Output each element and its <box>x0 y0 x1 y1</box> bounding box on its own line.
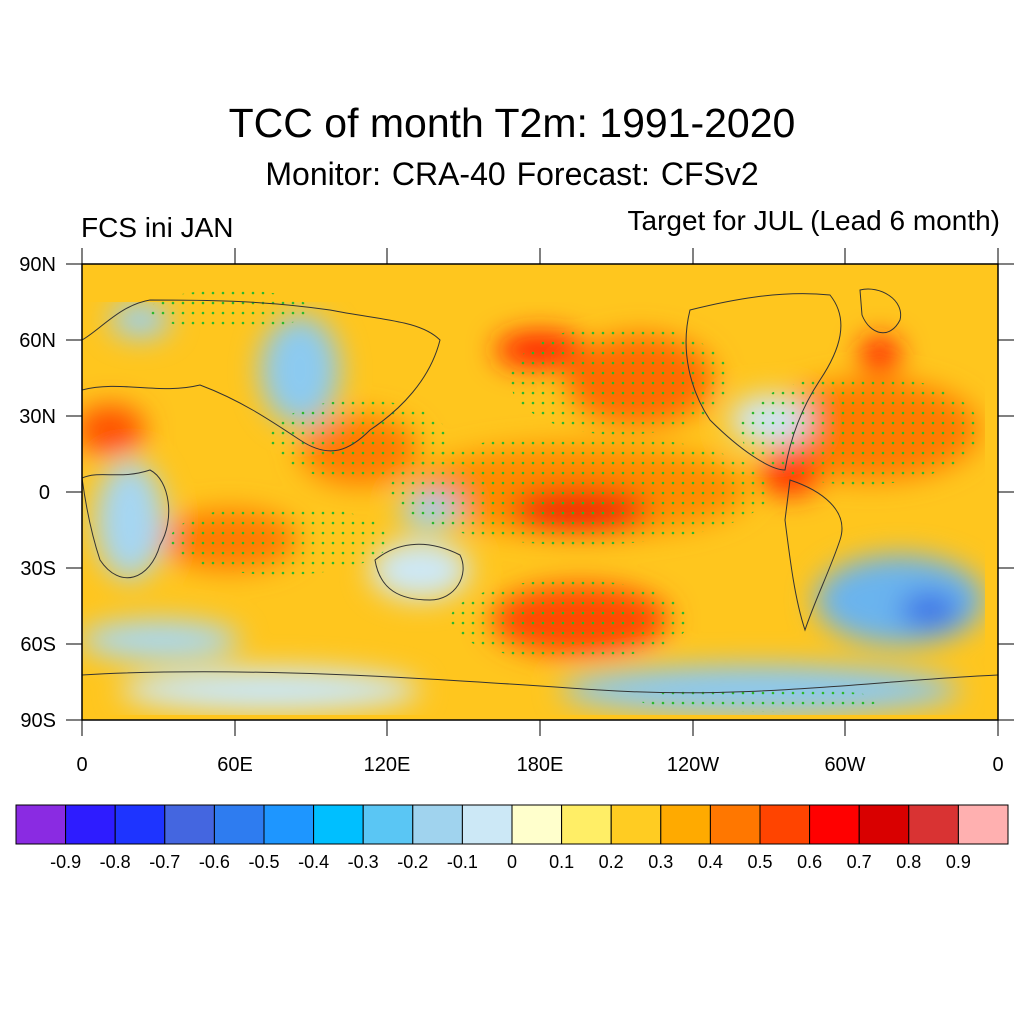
colorbar-swatch <box>759 804 811 845</box>
dots-north-atlantic <box>740 375 980 485</box>
colorbar-label: -0.2 <box>397 852 429 872</box>
dots-indian-ocean <box>170 505 390 575</box>
colorbar-swatch <box>709 804 761 845</box>
field-south-atlantic <box>815 555 985 645</box>
lon-label-0: 0 <box>76 754 87 776</box>
init-label: FCS ini JAN <box>81 212 234 243</box>
colorbar-label: 0.3 <box>648 852 674 872</box>
field-sahara <box>82 405 145 455</box>
colorbar-label: -0.4 <box>298 852 330 872</box>
colorbar-swatch <box>908 804 959 845</box>
colorbar-swatch <box>263 804 315 845</box>
colorbar-label: 0 <box>506 852 518 872</box>
colorbar-swatch <box>610 804 662 845</box>
field-africa <box>95 460 165 580</box>
colorbar-swatch <box>164 804 215 845</box>
colorbar-swatch <box>561 804 612 845</box>
colorbar-swatch <box>660 804 711 845</box>
colorbar-swatch <box>957 804 1009 845</box>
colorbar-label: 0.5 <box>747 852 773 872</box>
lat-label-30n: 30N <box>19 406 56 428</box>
lat-label-90n: 90N <box>19 254 56 276</box>
colorbar-label: 0.1 <box>549 852 575 872</box>
field-antarctic-east <box>120 668 420 712</box>
coast-greenland <box>859 288 902 334</box>
colorbar-swatch <box>362 804 414 845</box>
dots-antarctic <box>640 688 880 712</box>
field-southern-indian <box>82 620 240 660</box>
target-label: Target for JUL (Lead 6 month) <box>627 205 1000 236</box>
chart-subtitle: Monitor: CRA-40 Forecast: CFSv2 <box>265 156 759 192</box>
colorbar-label: 0.6 <box>797 852 823 872</box>
lon-tick-marks <box>81 248 999 736</box>
chart-title: TCC of month T2m: 1991-2020 <box>228 100 796 146</box>
coast-south-america <box>784 479 843 632</box>
colorbar-swatch <box>511 804 563 845</box>
lon-label-120w: 120W <box>667 754 719 776</box>
lon-label-0-east: 0 <box>992 754 1003 776</box>
colorbar-label: -0.9 <box>50 852 82 872</box>
colorbar-label: -0.6 <box>198 852 230 872</box>
colorbar-label: 0.9 <box>945 852 971 872</box>
colorbar-label: 0.7 <box>846 852 872 872</box>
field-siberia <box>260 315 340 425</box>
lat-label-eq: 0 <box>39 482 50 504</box>
colorbar-label: -0.5 <box>248 852 280 872</box>
colorbar <box>15 804 1009 845</box>
dots-north-pacific <box>510 325 730 435</box>
colorbar-label: 0.4 <box>697 852 723 872</box>
colorbar-label: -0.3 <box>347 852 379 872</box>
lat-tick-marks <box>66 263 1014 721</box>
lat-label-30s: 30S <box>20 558 56 580</box>
coast-north-america <box>685 293 842 471</box>
dots-maritime <box>270 400 450 480</box>
lon-label-180e: 180E <box>517 754 564 776</box>
field-greenland-sea <box>860 337 900 373</box>
colorbar-label: 0.8 <box>896 852 922 872</box>
lat-label-60s: 60S <box>20 634 56 656</box>
colorbar-label: -0.1 <box>446 852 478 872</box>
colorbar-swatch <box>114 804 166 845</box>
lon-label-120e: 120E <box>364 754 411 776</box>
colorbar-swatch <box>858 804 910 845</box>
significance-dots <box>150 290 980 712</box>
lat-label-90s: 90S <box>20 710 56 732</box>
colorbar-swatch <box>412 804 463 845</box>
colorbar-label: -0.8 <box>99 852 131 872</box>
coastlines <box>82 288 998 694</box>
field-south-atlantic-min <box>900 592 960 628</box>
correlation-field <box>82 264 998 720</box>
colorbar-swatch <box>313 804 364 845</box>
colorbar-swatch <box>809 804 860 845</box>
lon-label-60e: 60E <box>217 754 253 776</box>
colorbar-swatch <box>461 804 513 845</box>
coast-eurasia <box>82 299 441 452</box>
coast-australia <box>374 543 464 601</box>
colorbar-label: -0.7 <box>149 852 181 872</box>
lon-label-60w: 60W <box>824 754 865 776</box>
coast-antarctica <box>82 671 998 694</box>
colorbar-swatch <box>213 804 265 845</box>
colorbar-swatch <box>65 804 116 845</box>
field-australia <box>370 540 470 600</box>
lat-label-60n: 60N <box>19 330 56 352</box>
coast-africa <box>82 469 170 579</box>
colorbar-swatch <box>15 804 67 845</box>
colorbar-label: 0.2 <box>598 852 624 872</box>
dots-south-pacific <box>450 580 690 660</box>
dots-eurasia <box>150 290 310 330</box>
dots-tropical-pacific <box>390 435 770 545</box>
